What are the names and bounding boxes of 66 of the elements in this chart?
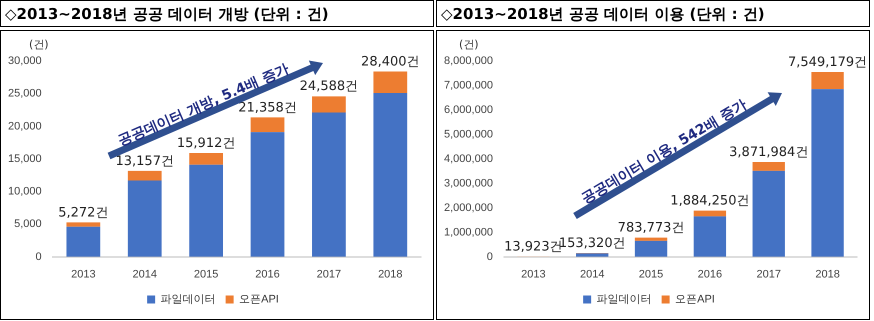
total-label: 5,272건 bbox=[58, 205, 108, 220]
bar bbox=[811, 89, 844, 257]
x-tick-label: 2014 bbox=[132, 268, 157, 280]
legend-label: 파일데이터 bbox=[596, 294, 652, 306]
bar bbox=[312, 96, 346, 113]
bar bbox=[634, 238, 668, 241]
y-axis-title: (건) bbox=[459, 37, 479, 52]
y-tick-label: 0 bbox=[486, 250, 493, 263]
x-tick-label: 2018 bbox=[378, 268, 403, 280]
legend-label: 오픈API bbox=[239, 294, 279, 306]
bar bbox=[811, 72, 844, 90]
y-tick-label: 10,000 bbox=[8, 186, 42, 198]
x-tick-label: 2017 bbox=[756, 268, 781, 280]
bar bbox=[128, 180, 162, 257]
total-label: 13,157건 bbox=[115, 154, 174, 169]
x-tick-label: 2013 bbox=[521, 268, 546, 280]
total-label: 21,358건 bbox=[238, 100, 297, 116]
x-tick-label: 2017 bbox=[316, 268, 342, 280]
x-tick-label: 2015 bbox=[194, 268, 218, 280]
y-tick-label: 5,000 bbox=[14, 218, 42, 230]
y-tick-label: 5,000,000 bbox=[444, 128, 493, 140]
bar bbox=[576, 253, 608, 257]
y-tick-label: 6,000,000 bbox=[444, 104, 493, 116]
bar bbox=[66, 226, 100, 257]
y-tick-label: 8,000,000 bbox=[444, 55, 493, 68]
total-label: 3,871,984건 bbox=[729, 144, 808, 160]
bar bbox=[250, 132, 284, 257]
chart-title: ◇2013~2018년 공공 데이터 이용 (단위 : 건) bbox=[436, 0, 870, 27]
bar bbox=[634, 240, 668, 257]
bar bbox=[694, 210, 726, 216]
total-label: 1,884,250건 bbox=[670, 194, 750, 209]
total-label: 7,549,179건 bbox=[788, 54, 868, 70]
bar bbox=[189, 152, 224, 165]
x-tick-label: 2016 bbox=[255, 268, 280, 280]
total-label: 783,773건 bbox=[618, 220, 684, 236]
x-tick-label: 2016 bbox=[698, 268, 722, 280]
y-tick-label: 7,000,000 bbox=[444, 80, 493, 92]
y-tick-label: 4,000,000 bbox=[444, 152, 493, 165]
x-tick-label: 2018 bbox=[815, 268, 840, 280]
y-tick-label: 0 bbox=[36, 250, 42, 263]
y-axis-title: (건) bbox=[29, 37, 49, 52]
chart-title: ◇2013~2018년 공공 데이터 개방 (단위 : 건) bbox=[0, 0, 434, 27]
total-label: 24,588건 bbox=[300, 79, 358, 94]
bar bbox=[189, 164, 224, 257]
legend-label: 오픈API bbox=[675, 294, 715, 306]
bar bbox=[128, 170, 162, 180]
y-tick-label: 15,000 bbox=[8, 152, 42, 165]
bar bbox=[312, 112, 346, 257]
legend-label: 파일데이터 bbox=[160, 294, 216, 306]
y-tick-label: 2,000,000 bbox=[444, 202, 493, 214]
bar bbox=[694, 216, 726, 257]
bar bbox=[373, 71, 408, 93]
y-tick-label: 30,000 bbox=[8, 55, 42, 68]
bar bbox=[373, 92, 408, 257]
bar bbox=[752, 170, 785, 257]
x-tick-label: 2014 bbox=[580, 268, 604, 280]
y-tick-label: 3,000,000 bbox=[444, 177, 493, 190]
y-tick-label: 1,000,000 bbox=[444, 226, 493, 238]
bar bbox=[250, 117, 284, 132]
x-tick-label: 2015 bbox=[638, 268, 664, 280]
total-label: 28,400건 bbox=[361, 54, 420, 70]
y-tick-label: 20,000 bbox=[8, 120, 42, 132]
y-tick-label: 25,000 bbox=[8, 88, 42, 100]
bar bbox=[752, 162, 785, 171]
x-tick-label: 2013 bbox=[71, 268, 96, 280]
bar bbox=[66, 222, 100, 227]
